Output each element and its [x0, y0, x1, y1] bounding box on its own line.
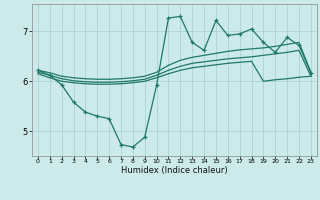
X-axis label: Humidex (Indice chaleur): Humidex (Indice chaleur) — [121, 166, 228, 175]
